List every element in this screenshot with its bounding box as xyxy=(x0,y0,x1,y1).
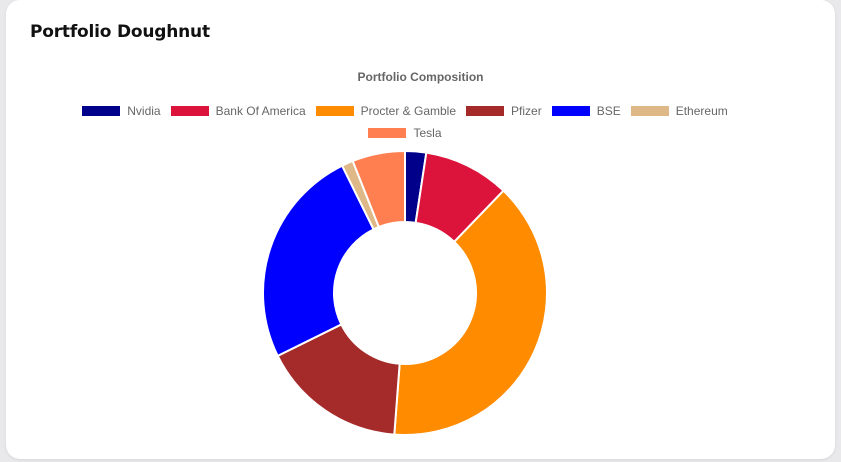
legend-swatch xyxy=(368,127,407,138)
legend-swatch xyxy=(551,105,590,116)
legend-item-pfizer[interactable]: Pfizer xyxy=(466,104,542,118)
legend-item-ethereum[interactable]: Ethereum xyxy=(630,103,728,118)
legend-item-tesla[interactable]: Tesla xyxy=(368,125,442,140)
legend-label: Bank Of America xyxy=(215,103,306,118)
legend-item-bse[interactable]: BSE xyxy=(551,103,621,118)
slice-procter-gamble[interactable] xyxy=(393,189,548,436)
slice-bse[interactable] xyxy=(262,164,375,358)
legend-label: BSE xyxy=(596,103,621,118)
legend-label: Nvidia xyxy=(127,103,161,118)
legend-item-procter-gamble[interactable]: Procter & Gamble xyxy=(315,103,457,118)
doughnut-chart xyxy=(262,149,548,436)
chart-title: Portfolio Composition xyxy=(357,70,484,84)
legend-swatch xyxy=(170,105,209,116)
legend-label: Ethereum xyxy=(675,103,728,118)
card-title: Portfolio Doughnut xyxy=(30,22,210,42)
slice-tesla[interactable] xyxy=(351,149,406,229)
legend-swatch xyxy=(630,105,669,116)
legend-swatch xyxy=(315,105,354,116)
chart-legend: Nvidia Bank Of America Procter & Gamble … xyxy=(60,102,750,146)
legend-item-bank-of-america[interactable]: Bank Of America xyxy=(170,103,306,118)
legend-label: Tesla xyxy=(413,125,442,140)
legend-swatch xyxy=(466,105,505,116)
legend-label: Pfizer xyxy=(511,103,542,118)
legend-swatch xyxy=(82,105,121,116)
legend-item-nvidia[interactable]: Nvidia xyxy=(82,103,161,118)
legend-row: Nvidia Bank Of America Procter & Gamble … xyxy=(60,102,750,119)
legend-row: Tesla xyxy=(60,124,750,141)
legend-label: Procter & Gamble xyxy=(360,103,457,118)
